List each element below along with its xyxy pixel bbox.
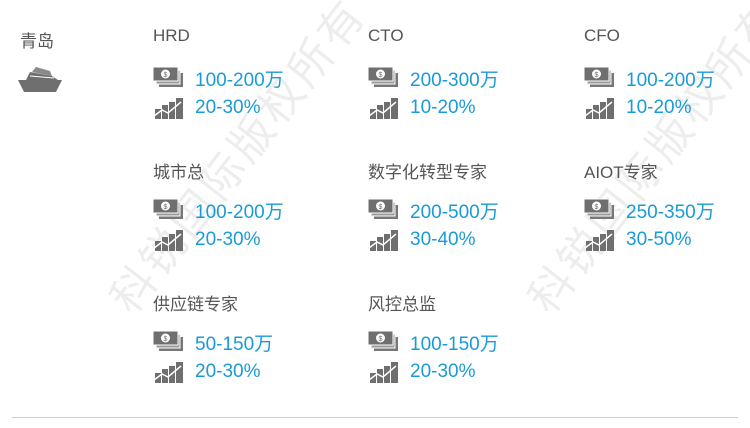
role-card: CTO $ 200-300万 10-20% xyxy=(368,26,568,120)
growth-chart-icon xyxy=(368,98,398,119)
salary-range: 100-150万 xyxy=(410,333,499,355)
role-title: 风控总监 xyxy=(368,295,436,314)
growth-range: 20-30% xyxy=(195,229,261,250)
salary-range: 100-200万 xyxy=(195,69,284,91)
role-title: 数字化转型专家 xyxy=(368,163,487,182)
role-card: 数字化转型专家 $ 200-500万 30-40% xyxy=(368,158,568,252)
svg-text:$: $ xyxy=(379,204,383,211)
salary-range: 100-200万 xyxy=(195,201,284,223)
growth-chart-icon xyxy=(368,362,398,383)
role-title: CFO xyxy=(584,26,620,45)
growth-chart-icon xyxy=(153,230,183,251)
svg-text:$: $ xyxy=(164,336,168,343)
ship-icon xyxy=(16,66,66,99)
money-icon: $ xyxy=(584,199,614,219)
growth-chart-icon xyxy=(584,230,614,251)
role-card: 城市总 $ 100-200万 20-30% xyxy=(153,158,353,252)
role-title: HRD xyxy=(153,26,190,45)
growth-chart-icon xyxy=(368,230,398,251)
salary-range: 50-150万 xyxy=(195,333,274,355)
salary-range: 200-300万 xyxy=(410,69,499,91)
role-card: CFO $ 100-200万 10-20% xyxy=(584,26,750,120)
growth-chart-icon xyxy=(153,98,183,119)
growth-range: 20-30% xyxy=(195,97,261,118)
salary-range: 200-500万 xyxy=(410,201,499,223)
city-name: 青岛 xyxy=(20,32,54,51)
svg-text:$: $ xyxy=(164,72,168,79)
growth-range: 30-50% xyxy=(626,229,692,250)
role-title: 供应链专家 xyxy=(153,295,238,314)
money-icon: $ xyxy=(153,67,183,87)
money-icon: $ xyxy=(368,331,398,351)
role-card: 风控总监 $ 100-150万 20-30% xyxy=(368,290,568,384)
role-card: 供应链专家 $ 50-150万 20-30% xyxy=(153,290,353,384)
salary-range: 100-200万 xyxy=(626,69,715,91)
role-title: AIOT专家 xyxy=(584,163,658,182)
role-card: AIOT专家 $ 250-350万 30-50% xyxy=(584,158,750,252)
salary-range: 250-350万 xyxy=(626,201,715,223)
svg-text:$: $ xyxy=(164,204,168,211)
growth-range: 20-30% xyxy=(195,361,261,382)
svg-text:$: $ xyxy=(379,72,383,79)
money-icon: $ xyxy=(584,67,614,87)
growth-range: 10-20% xyxy=(410,97,476,118)
growth-chart-icon xyxy=(584,98,614,119)
money-icon: $ xyxy=(153,331,183,351)
divider xyxy=(12,417,738,418)
role-card: HRD $ 100-200万 20-30% xyxy=(153,26,353,120)
growth-range: 20-30% xyxy=(410,361,476,382)
growth-range: 10-20% xyxy=(626,97,692,118)
growth-range: 30-40% xyxy=(410,229,476,250)
growth-chart-icon xyxy=(153,362,183,383)
svg-text:$: $ xyxy=(595,72,599,79)
svg-text:$: $ xyxy=(595,204,599,211)
svg-text:$: $ xyxy=(379,336,383,343)
role-title: CTO xyxy=(368,26,404,45)
role-title: 城市总 xyxy=(153,163,204,182)
money-icon: $ xyxy=(153,199,183,219)
money-icon: $ xyxy=(368,199,398,219)
money-icon: $ xyxy=(368,67,398,87)
